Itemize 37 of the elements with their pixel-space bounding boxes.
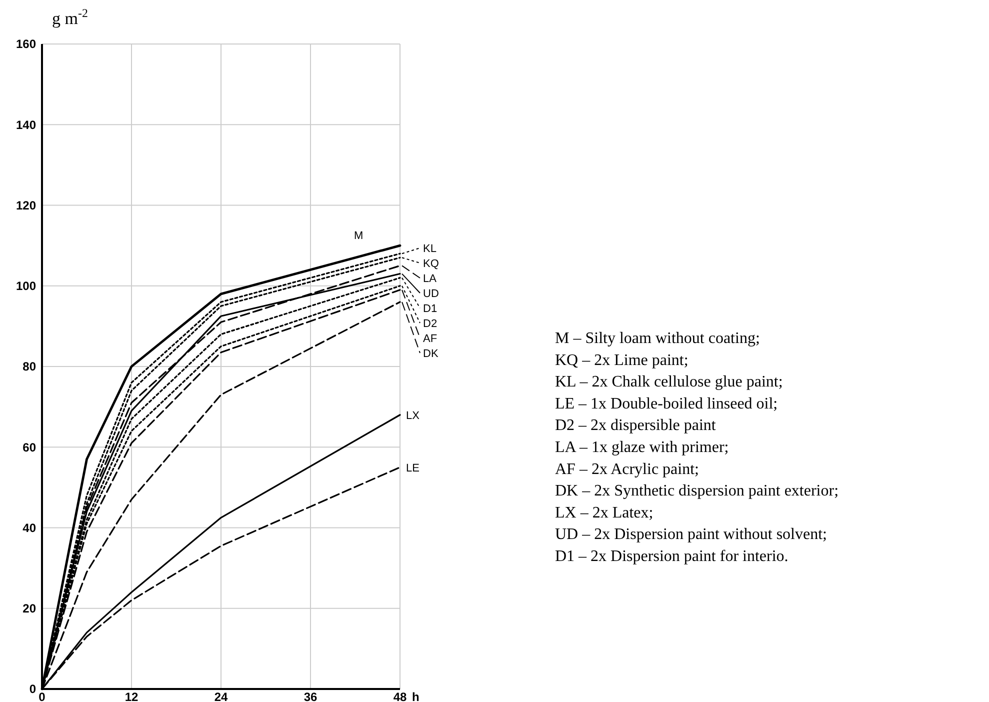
text: UD (423, 288, 439, 300)
y-tick-label: 60 (22, 440, 36, 454)
text: AF (423, 333, 438, 345)
legend-label: KQ (423, 258, 440, 270)
text: DK (423, 348, 439, 360)
series-label: M (354, 230, 364, 242)
text: AF – 2x Acrylic paint; (555, 460, 699, 478)
text: LX – 2x Latex; (555, 504, 654, 522)
x-axis-title: h (412, 690, 420, 702)
y-tick-label: 40 (22, 520, 36, 535)
legend-label: LA (423, 273, 438, 285)
y-tick-label: 100 (16, 279, 36, 294)
text: D1 (423, 303, 438, 315)
x-tick-label: 36 (304, 690, 318, 702)
series-label: LE (406, 462, 420, 474)
text: LA – 1x glaze with primer; (555, 439, 729, 456)
x-tick-label: 24 (214, 690, 228, 702)
y-axis-title: g m$^{-2}$ (52, 6, 88, 28)
y-tick-label: 160 (16, 37, 36, 52)
text: M – Silty loam without coating; (555, 330, 760, 347)
y-tick-label: 140 (16, 118, 36, 132)
text: D2 – 2x dispersible paint (555, 417, 716, 434)
series-label: LX (406, 410, 420, 422)
x-tick-label: 48 (393, 690, 407, 702)
text: D1 – 2x Dispersion paint for interio. (555, 548, 788, 565)
legend-label: KL (423, 243, 436, 255)
text: KQ – 2x Lime paint; (555, 352, 688, 369)
text: D2 (423, 318, 438, 330)
y-tick-label: 20 (22, 602, 36, 616)
text: DK – 2x Synthetic dispersion paint exterior; (555, 482, 839, 500)
text: KL – 2x Chalk cellulose glue paint; (555, 374, 783, 391)
y-tick-label: 80 (22, 360, 36, 374)
y-tick-label: 120 (16, 198, 36, 212)
text: UD – 2x Dispersion paint without solvent; (555, 526, 827, 544)
text: LE – 1x Double-boiled linseed oil; (555, 395, 778, 412)
x-tick-label: 0 (38, 690, 46, 702)
x-tick-label: 12 (124, 690, 138, 702)
